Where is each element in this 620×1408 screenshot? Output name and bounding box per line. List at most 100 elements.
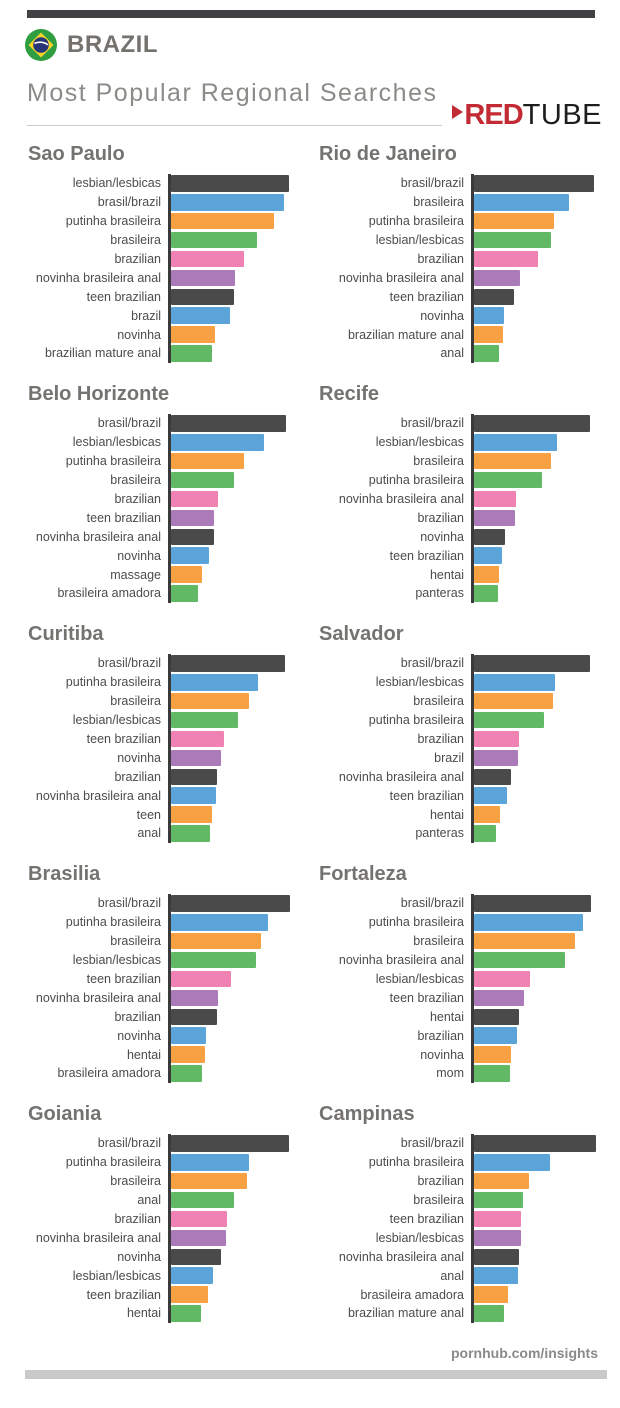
bar-novinha	[171, 326, 215, 343]
category-label: novinha brasileira anal	[35, 529, 161, 544]
bars-with-axis	[471, 654, 602, 843]
bar-brasileira	[474, 932, 575, 950]
category-label: putinha brasileira	[65, 1155, 161, 1170]
bar-slot	[474, 344, 602, 363]
bar-slot	[474, 433, 602, 452]
play-triangle-icon	[452, 104, 464, 119]
bar-panteras	[474, 825, 496, 842]
bar-teen-brazilian	[171, 288, 234, 306]
bars-with-axis	[471, 894, 602, 1083]
bar-slot	[474, 1191, 602, 1210]
category-label: lesbian/lesbicas	[375, 233, 464, 248]
bar-lesbian-lesbicas	[474, 970, 530, 988]
chart-brasilia: Brasilia brasil/brazil putinha brasileira b…	[20, 863, 311, 1083]
bar-slot	[171, 1266, 311, 1285]
bar-brasil-brazil	[171, 895, 290, 912]
category-label: lesbian/lesbicas	[72, 713, 161, 728]
bar-slot	[474, 1304, 602, 1323]
chart-title: Curitiba	[28, 623, 104, 645]
bar-slot	[171, 490, 311, 509]
bar-massage	[171, 566, 202, 583]
bar-mom	[474, 1065, 510, 1082]
chart-body: brasil/brazil putinha brasileira brasileir…	[20, 1134, 311, 1323]
bar-slot	[171, 565, 311, 584]
category-labels: brasil/brazil lesbian/lesbicas brasileira p…	[311, 654, 471, 843]
charts-grid: Sao Paulo lesbian/lesbicas brasil/brazil pu…	[0, 143, 620, 1343]
bar-brasil-brazil	[474, 655, 590, 672]
bar-slot	[171, 344, 311, 363]
bar-novinha-brasileira-anal	[171, 989, 218, 1007]
bar-slot	[474, 1285, 602, 1304]
category-label: novinha	[117, 327, 161, 342]
category-label: brazilian mature anal	[347, 327, 464, 342]
category-label: brasileira	[413, 195, 464, 210]
category-label: brasileira	[413, 694, 464, 709]
chart-body: brasil/brazil lesbian/lesbicas brasileira p…	[311, 414, 602, 603]
chart-recife: Recife brasil/brazil lesbian/lesbicas brasi…	[311, 383, 602, 603]
category-label: hentai	[429, 1009, 464, 1024]
bar-brasileira	[171, 471, 234, 489]
bar-brasileira-amadora	[171, 1065, 202, 1082]
bar-lesbian-lesbicas	[474, 434, 557, 451]
category-label: teen brazilian	[389, 548, 464, 563]
category-labels: brasil/brazil lesbian/lesbicas brasileira p…	[311, 414, 471, 603]
bar-hentai	[474, 806, 500, 823]
category-label: brazilian	[114, 769, 161, 784]
chart-title: Salvador	[319, 623, 404, 645]
category-label: brasileira	[413, 934, 464, 949]
bar-slot	[474, 970, 602, 989]
bar-novinha-brasileira-anal	[474, 269, 520, 287]
category-label: novinha	[420, 308, 464, 323]
bar-slot	[171, 1134, 311, 1153]
category-label: teen brazilian	[389, 1212, 464, 1226]
bar-putinha-brasileira	[171, 452, 244, 470]
category-label: novinha brasileira anal	[338, 769, 464, 784]
bar-brasil-brazil	[171, 1135, 289, 1152]
category-label: brasil/brazil	[97, 416, 161, 431]
bar-brazilian	[171, 1008, 217, 1026]
bar-lesbian-lesbicas	[171, 175, 289, 192]
subtitle-wrap: Most Popular Regional Searches	[27, 79, 443, 126]
bar-slot	[171, 1153, 311, 1172]
bar-slot	[474, 508, 602, 527]
bar-brazilian	[171, 490, 218, 508]
category-labels: brasil/brazil putinha brasileira brasileir…	[20, 654, 168, 843]
bar-brazilian	[171, 250, 244, 268]
bar-brasil-brazil	[474, 895, 591, 912]
bar-novinha-brasileira-anal	[171, 269, 235, 287]
chart-title: Sao Paulo	[28, 143, 125, 165]
category-label: brasileira	[413, 1193, 464, 1208]
chart-body: brasil/brazil lesbian/lesbicas brasileira p…	[311, 654, 602, 843]
bar-brasil-brazil	[474, 175, 594, 192]
bar-slot	[474, 1045, 602, 1064]
bar-slot	[474, 1247, 602, 1266]
category-label: brazilian	[417, 252, 464, 266]
category-labels: brasil/brazil lesbian/lesbicas putinha bra…	[20, 414, 168, 603]
bar-lesbian-lesbicas	[171, 1267, 213, 1284]
bars-with-axis	[168, 174, 311, 363]
category-label: novinha	[117, 1249, 161, 1264]
category-label: brazilian	[417, 1174, 464, 1189]
bar-brasileira-amadora	[474, 1286, 508, 1303]
chart-body: brasil/brazil putinha brasileira brazilian…	[311, 1134, 602, 1323]
bar-anal	[171, 825, 210, 842]
bar-slot	[474, 527, 602, 546]
category-label: putinha brasileira	[65, 675, 161, 690]
bar-slot	[474, 786, 602, 805]
bar-hentai	[171, 1046, 205, 1063]
category-label: brazil	[434, 750, 464, 765]
bar-slot	[171, 894, 311, 913]
bar-slot	[171, 711, 311, 730]
bar-slot	[171, 913, 311, 932]
bar-slot	[474, 692, 602, 711]
bar-slot	[474, 565, 602, 584]
bar-slot	[171, 212, 311, 231]
bar-slot	[171, 452, 311, 471]
bar-novinha	[474, 1046, 511, 1063]
category-label: brasil/brazil	[400, 896, 464, 911]
bar-lesbian-lesbicas	[474, 1229, 521, 1247]
bar-novinha	[171, 749, 221, 767]
bar-slot	[474, 654, 602, 673]
bar-slot	[171, 786, 311, 805]
category-label: putinha brasileira	[368, 214, 464, 229]
